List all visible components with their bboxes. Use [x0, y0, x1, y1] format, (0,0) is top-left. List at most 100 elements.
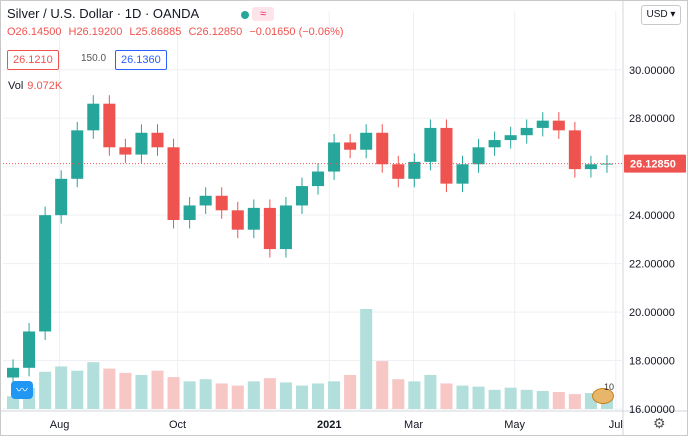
bid-price-button[interactable]: 26.1210 — [7, 50, 59, 70]
wave-icon[interactable]: ≈ — [252, 7, 274, 21]
candle-body — [520, 127, 533, 136]
volume-bar — [520, 389, 533, 409]
candle-body — [167, 147, 180, 220]
volume-bar — [504, 387, 517, 409]
volume-bar — [183, 381, 196, 409]
candle-body — [424, 127, 437, 162]
volume-legend: Vol 9.072K — [8, 80, 62, 92]
candle-body — [279, 205, 292, 250]
candle-body — [199, 195, 212, 206]
candle-body — [247, 207, 260, 230]
volume-label: Vol — [8, 80, 24, 92]
candle-body — [103, 103, 116, 148]
chart-logo-icon[interactable]: 〰 — [11, 381, 33, 399]
x-tick-label: Oct — [169, 419, 186, 431]
status-icons: ≈ — [241, 7, 274, 21]
volume-bar — [55, 366, 68, 409]
volume-bar — [71, 370, 84, 409]
volume-bar — [263, 378, 276, 409]
volume-bar — [536, 390, 549, 409]
ohlc-low: L25.86885 — [129, 26, 182, 38]
candle-body — [7, 367, 20, 378]
volume-bar — [376, 361, 389, 409]
ohlc-high: H26.19200 — [68, 26, 123, 38]
volume-bar — [231, 385, 244, 409]
candle-body — [456, 164, 469, 184]
candle-body — [392, 164, 405, 179]
candle-body — [231, 210, 244, 230]
x-tick-label: Aug — [50, 419, 70, 431]
candle-body — [360, 132, 373, 150]
candle-body — [55, 178, 68, 216]
y-tick-label: 24.00000 — [629, 210, 675, 222]
volume-bar — [39, 371, 52, 409]
settings-gear-icon[interactable]: ⚙ — [653, 415, 666, 431]
volume-bar — [328, 381, 341, 409]
volume-bar — [295, 385, 308, 409]
y-tick-label: 20.00000 — [629, 307, 675, 319]
us-flag-icon[interactable] — [592, 388, 614, 404]
ohlc-readout: O26.14500 H26.19200 L25.86885 C26.12850 … — [7, 26, 348, 38]
candle-body — [295, 186, 308, 206]
candle-body — [183, 205, 196, 220]
volume-bar — [167, 377, 180, 409]
candle-body — [215, 195, 228, 211]
candle-body — [23, 331, 36, 368]
volume-bar — [7, 396, 20, 409]
volume-bar — [151, 370, 164, 409]
candle-body — [552, 120, 565, 131]
volume-bar — [552, 391, 565, 409]
volume-bar — [119, 372, 132, 409]
volume-value: 9.072K — [27, 80, 63, 92]
ask-price-button[interactable]: 26.1360 — [115, 50, 167, 70]
symbol-title: Silver / U.S. Dollar · 1D · OANDA — [7, 6, 200, 21]
candle-body — [263, 207, 276, 250]
y-tick-label: 28.00000 — [629, 113, 675, 125]
y-tick-label: 16.00000 — [629, 404, 675, 416]
volume-bar — [424, 374, 437, 409]
volume-bar — [279, 382, 292, 409]
volume-bar — [488, 389, 501, 409]
volume-bar — [135, 374, 148, 409]
ohlc-open: O26.14500 — [7, 26, 62, 38]
volume-bar — [440, 383, 453, 409]
y-tick-label: 18.00000 — [629, 356, 675, 368]
candle-body — [568, 130, 581, 170]
x-tick-label: Jul — [609, 419, 623, 431]
candle-body — [312, 171, 325, 187]
candle-body — [584, 164, 597, 170]
last-price-label: 26.12850 — [630, 159, 676, 171]
market-open-icon — [241, 11, 249, 19]
volume-bar — [87, 362, 100, 409]
ohlc-change: −0.01650 (−0.06%) — [249, 26, 344, 38]
x-tick-label: Mar — [404, 419, 423, 431]
y-tick-label: 22.00000 — [629, 259, 675, 271]
candle-body — [328, 142, 341, 172]
volume-bar — [360, 309, 373, 409]
candle-body — [408, 161, 421, 179]
candle-body — [39, 215, 52, 332]
candle-body — [440, 127, 453, 184]
volume-bar — [392, 379, 405, 409]
spread-value: 150.0 — [81, 53, 107, 64]
x-tick-label: 2021 — [317, 419, 341, 431]
volume-bar — [103, 368, 116, 409]
volume-bar — [199, 379, 212, 409]
volume-bar — [568, 394, 581, 409]
volume-bar — [472, 386, 485, 409]
candle-body — [344, 142, 357, 150]
volume-bar — [408, 381, 421, 409]
last-price-tag — [624, 154, 686, 173]
y-tick-label: 30.00000 — [629, 65, 675, 77]
candle-body — [135, 132, 148, 155]
event-count: 10 — [604, 382, 615, 392]
currency-select[interactable]: USD ▾ — [641, 5, 681, 25]
ohlc-close: C26.12850 — [188, 26, 243, 38]
candle-body — [376, 132, 389, 165]
volume-bar — [312, 383, 325, 409]
candle-body — [151, 132, 164, 148]
candle-body — [536, 120, 549, 128]
candle-body — [71, 130, 84, 179]
